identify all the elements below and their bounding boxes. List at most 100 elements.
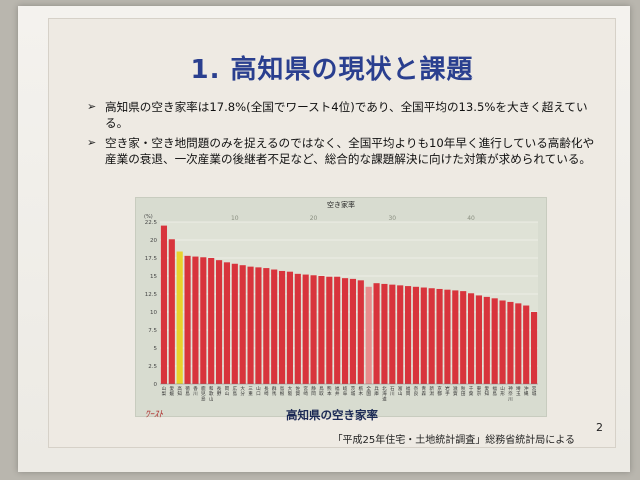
x-tick-label: 徳島 xyxy=(185,385,190,397)
bar-宮崎 xyxy=(302,274,309,384)
bar-島根 xyxy=(278,270,286,384)
bar-宮城 xyxy=(530,312,538,384)
bar-徳島 xyxy=(184,255,191,384)
x-tick-label: 福岡 xyxy=(406,385,411,397)
bar-神奈川 xyxy=(507,301,514,384)
x-tick-label: 千葉 xyxy=(469,385,474,397)
bar-福島 xyxy=(491,298,498,384)
bar-佐賀 xyxy=(294,273,301,384)
bullet-text-1: 高知県の空き家率は17.8%(全国でワースト4位)であり、全国平均の13.5%を… xyxy=(105,100,588,130)
y-tick-label: 7.5 xyxy=(148,328,157,334)
x-tick-label: 全国 xyxy=(366,385,371,397)
bar-奈良 xyxy=(412,286,420,384)
bar-福井 xyxy=(334,276,341,384)
x-tick-label: 秋田 xyxy=(461,385,466,397)
x-tick-label: 岩手 xyxy=(445,385,450,397)
bar-大分 xyxy=(239,265,246,384)
bar-静岡 xyxy=(310,275,317,384)
bullet-arrow-icon: ➢ xyxy=(87,100,97,113)
bar-長崎 xyxy=(263,268,270,384)
bullet-item-2: ➢ 空き家・空き地問題のみを捉えるのではなく、全国平均よりも10年早く進行してい… xyxy=(87,135,597,167)
bar-東京 xyxy=(475,295,483,384)
x-tick-label: 新潟 xyxy=(429,385,434,397)
y-tick-label: 0 xyxy=(154,382,158,388)
y-tick-label: 15 xyxy=(150,274,157,280)
x-tick-label: 香川 xyxy=(193,385,198,397)
x-tick-label: 兵庫 xyxy=(374,385,379,397)
bar-兵庫 xyxy=(373,283,380,384)
x-tick-label: 埼玉 xyxy=(516,385,521,397)
page-number: 2 xyxy=(596,421,603,434)
bar-山形 xyxy=(499,300,506,384)
x-tick-label: 愛知 xyxy=(485,385,490,397)
x-tick-label: 岡山 xyxy=(225,386,230,397)
bar-広島 xyxy=(231,263,238,384)
x-tick-label: 広島 xyxy=(233,385,238,397)
bar-大阪 xyxy=(286,271,294,384)
x-tick-label: 山形 xyxy=(500,385,505,397)
y-tick-label: 2.5 xyxy=(148,364,157,370)
bar-愛媛 xyxy=(168,239,175,384)
x-tick-label: 京都 xyxy=(437,385,442,397)
bar-山梨 xyxy=(160,225,168,384)
bar-鳥取 xyxy=(318,276,325,384)
bar-京都 xyxy=(436,288,443,384)
bar-岩手 xyxy=(444,289,451,384)
x-tick-label: 熊本 xyxy=(327,385,332,397)
bar-富山 xyxy=(397,285,404,384)
y-tick-label: 22.5 xyxy=(145,220,158,226)
x-tick-label: 静岡 xyxy=(311,385,316,397)
rank-tick-label: 40 xyxy=(467,215,475,222)
bar-滋賀 xyxy=(452,290,459,384)
bar-全国 xyxy=(365,286,372,384)
y-axis-label: (%) xyxy=(144,214,153,220)
x-tick-label: 高知 xyxy=(177,385,182,397)
bullet-arrow-icon: ➢ xyxy=(87,136,97,149)
x-tick-label: 宮崎 xyxy=(303,385,308,397)
x-tick-label: 山口 xyxy=(256,385,261,397)
x-tick-label: 岐阜 xyxy=(343,385,348,397)
bullet-list: ➢ 高知県の空き家率は17.8%(全国でワースト4位)であり、全国平均の13.5… xyxy=(87,99,597,171)
bar-山口 xyxy=(255,267,262,384)
x-tick-label: 滋賀 xyxy=(453,385,458,397)
handwritten-note: ﾜｰｽﾄ xyxy=(145,410,164,420)
bar-三重 xyxy=(247,266,254,384)
rank-tick-label: 30 xyxy=(388,215,396,222)
x-tick-label: 群馬 xyxy=(272,385,277,397)
x-tick-label: 長崎 xyxy=(264,386,269,397)
x-tick-label: 山梨 xyxy=(162,385,167,397)
x-tick-label: 大分 xyxy=(240,385,245,397)
bar-熊本 xyxy=(326,276,333,384)
bar-和歌山 xyxy=(208,258,215,384)
bullet-text-2: 空き家・空き地問題のみを捉えるのではなく、全国平均よりも10年早く進行している高… xyxy=(105,136,595,166)
plot-area xyxy=(160,222,538,384)
chart-canvas: (%) 0 2.5 5 7.5 10 12.5 15 17.5 20 22.5 山梨愛媛高知徳島香川鹿… xyxy=(144,214,538,402)
bar-長野 xyxy=(215,260,223,384)
x-tick-label: 沖縄 xyxy=(524,385,529,397)
x-tick-label: 和歌山 xyxy=(209,385,214,402)
bar-沖縄 xyxy=(523,305,530,384)
x-tick-label: 福井 xyxy=(335,385,340,397)
bar-岐阜 xyxy=(341,278,349,384)
x-tick-label: 島根 xyxy=(280,385,285,397)
x-tick-label: 石川 xyxy=(390,386,395,397)
bar-青森 xyxy=(420,287,427,384)
x-tick-label: 北海道 xyxy=(382,385,387,402)
bar-群馬 xyxy=(271,269,278,384)
bar-石川 xyxy=(389,284,396,384)
bar-鹿児島 xyxy=(200,257,207,384)
y-tick-label: 10 xyxy=(150,310,157,316)
bar-福岡 xyxy=(404,286,412,384)
bar-秋田 xyxy=(460,291,467,384)
bar-茨城 xyxy=(349,278,357,384)
x-tick-label: 愛媛 xyxy=(170,385,175,397)
x-tick-label: 宮城 xyxy=(532,385,537,397)
x-tick-label: 神奈川 xyxy=(508,385,513,402)
x-tick-label: 栃木 xyxy=(359,385,364,397)
bar-香川 xyxy=(192,256,199,384)
x-tick-label: 佐賀 xyxy=(296,385,301,397)
y-tick-label: 20 xyxy=(150,238,157,244)
chart-title: 空き家率 xyxy=(327,201,355,209)
bar-高知 xyxy=(176,251,183,384)
bar-北海道 xyxy=(381,283,388,384)
